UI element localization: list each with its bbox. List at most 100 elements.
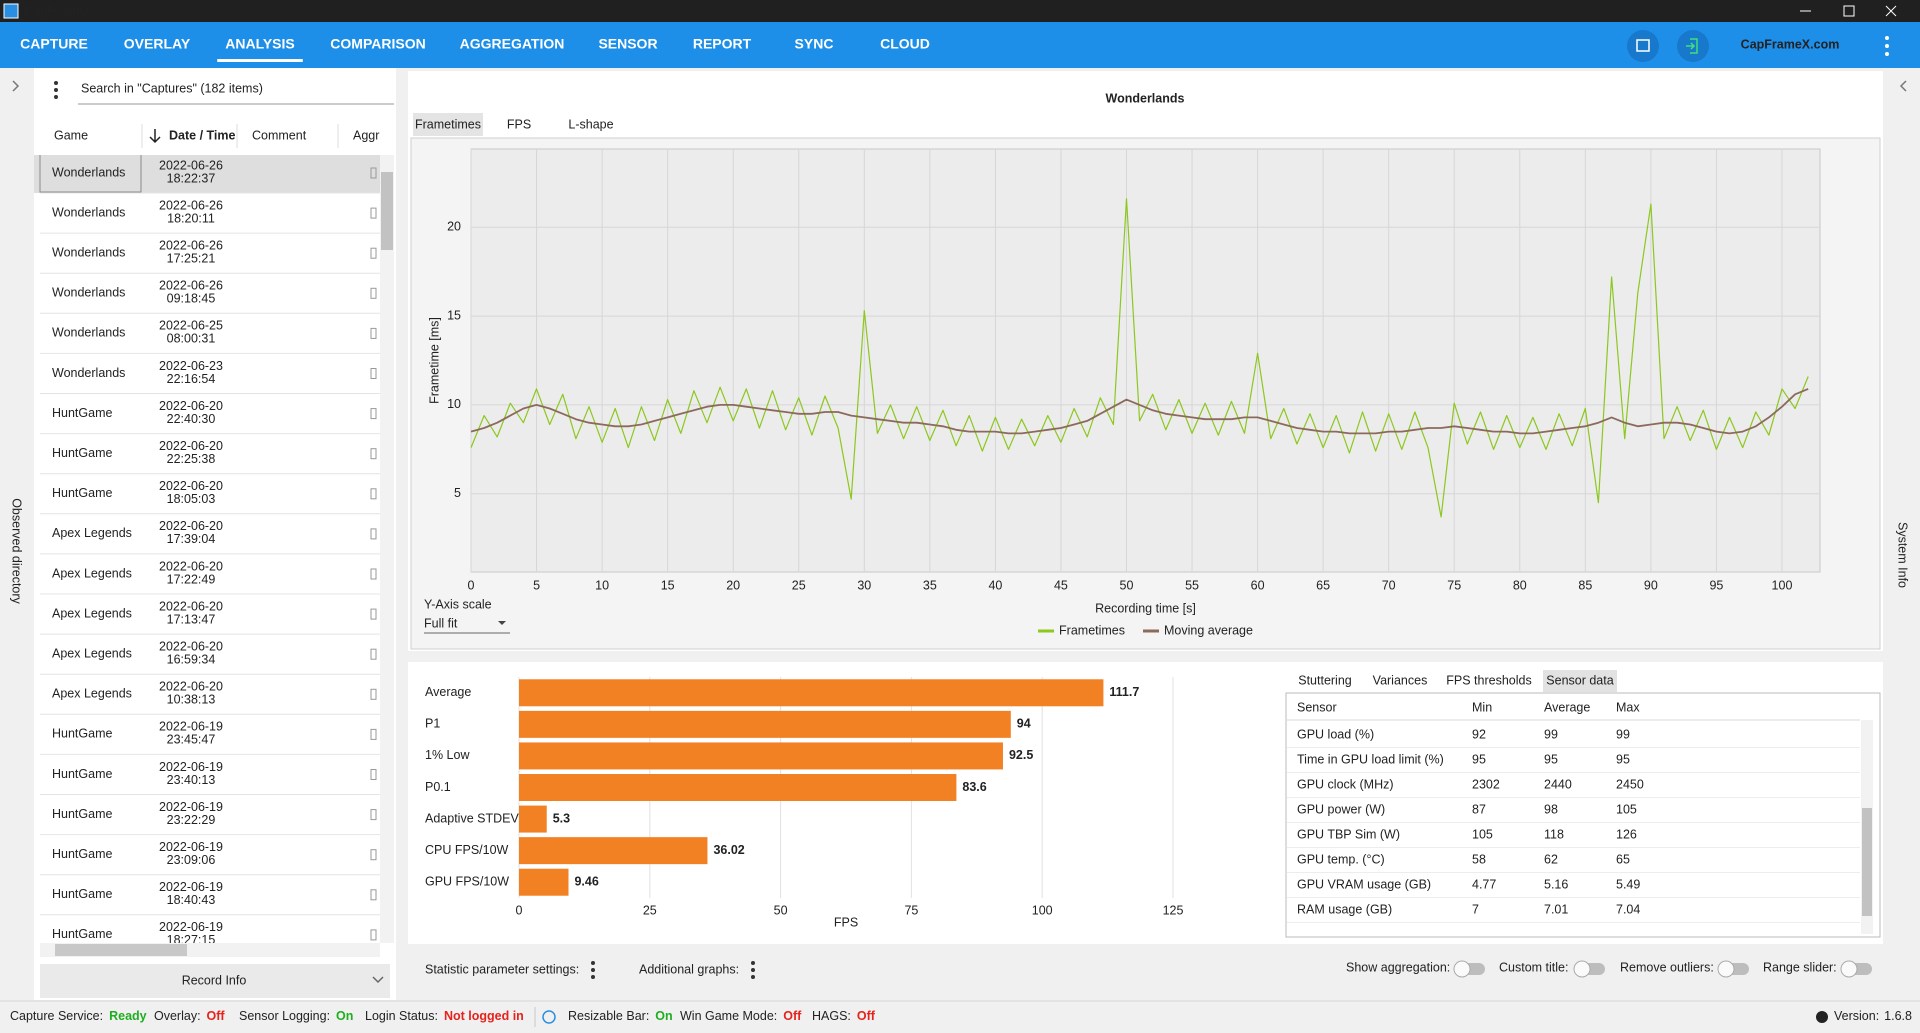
capture-game[interactable]: HuntGame: [52, 927, 112, 941]
sensor-tab[interactable]: Stuttering: [1298, 673, 1352, 687]
nav-tab[interactable]: CAPTURE: [20, 36, 88, 52]
aggregate-checkbox[interactable]: [370, 247, 377, 259]
captures-menu-dot[interactable]: [54, 95, 58, 99]
aggregate-checkbox[interactable]: [370, 688, 377, 700]
settings-menu-dot[interactable]: [591, 961, 595, 965]
sensor-scroll-thumb[interactable]: [1862, 808, 1872, 916]
list-hscroll-thumb[interactable]: [55, 944, 187, 956]
record-info-bar[interactable]: [40, 964, 390, 998]
captures-menu-dot[interactable]: [54, 88, 58, 92]
aggregate-checkbox[interactable]: [370, 809, 377, 821]
observed-directory-strip[interactable]: [0, 68, 34, 1000]
sensor-tab[interactable]: FPS thresholds: [1446, 673, 1531, 687]
toggle-knob[interactable]: [1453, 960, 1471, 978]
collapse-arrow[interactable]: [1899, 80, 1907, 92]
aggregate-checkbox[interactable]: [370, 327, 377, 339]
toggle-knob[interactable]: [1840, 960, 1858, 978]
capture-game[interactable]: Wonderlands: [52, 366, 125, 380]
nav-tab[interactable]: OVERLAY: [124, 36, 191, 52]
brand-link[interactable]: CapFrameX.com: [1741, 37, 1840, 51]
capture-game[interactable]: Apex Legends: [52, 526, 132, 540]
capture-game[interactable]: HuntGame: [52, 807, 112, 821]
capture-game[interactable]: HuntGame: [52, 446, 112, 460]
system-info-label[interactable]: System Info: [1896, 522, 1910, 588]
sort-arrow[interactable]: [149, 129, 161, 144]
settings-menu-dot[interactable]: [591, 975, 595, 979]
capture-game[interactable]: HuntGame: [52, 486, 112, 500]
aggregate-checkbox[interactable]: [370, 608, 377, 620]
aggregate-checkbox[interactable]: [370, 448, 377, 460]
settings-menu-dot[interactable]: [591, 968, 595, 972]
capture-game[interactable]: Wonderlands: [52, 245, 125, 259]
aggregate-checkbox[interactable]: [370, 167, 377, 179]
nav-tab[interactable]: REPORT: [693, 36, 752, 52]
nav-tab[interactable]: COMPARISON: [330, 36, 425, 52]
settings-menu-dot[interactable]: [751, 968, 755, 972]
capture-game[interactable]: Apex Legends: [52, 687, 132, 701]
column-header[interactable]: Comment: [252, 128, 307, 142]
capture-game[interactable]: HuntGame: [52, 406, 112, 420]
nav-tab[interactable]: SYNC: [795, 36, 834, 52]
aggregate-checkbox[interactable]: [370, 648, 377, 660]
expand-arrow[interactable]: [12, 80, 20, 92]
sensor-tab[interactable]: Sensor data: [1546, 673, 1613, 687]
nav-tab[interactable]: AGGREGATION: [460, 36, 565, 52]
list-scrollbar[interactable]: [380, 155, 394, 943]
system-info-strip[interactable]: [1883, 68, 1920, 1000]
menu-dot[interactable]: [1885, 52, 1889, 56]
record-info[interactable]: Record Info: [182, 973, 247, 987]
settings-menu-dot[interactable]: [751, 961, 755, 965]
maximize-button[interactable]: [1843, 5, 1855, 17]
column-header[interactable]: Aggr: [353, 128, 379, 142]
menu-dot[interactable]: [1885, 44, 1889, 48]
capture-game[interactable]: HuntGame: [52, 887, 112, 901]
aggregate-checkbox[interactable]: [370, 849, 377, 861]
chart-tab[interactable]: L-shape: [568, 117, 613, 131]
captures-panel: [34, 68, 396, 1000]
aggregate-checkbox[interactable]: [370, 287, 377, 299]
close-button[interactable]: [1885, 5, 1897, 17]
capture-game[interactable]: Wonderlands: [52, 205, 125, 219]
menu-dot[interactable]: [1885, 36, 1889, 40]
search-box[interactable]: Search in "Captures" (182 items): [81, 81, 263, 95]
capture-game[interactable]: Wonderlands: [52, 326, 125, 340]
column-header[interactable]: Game: [54, 128, 88, 142]
dropdown-arrow[interactable]: [498, 621, 506, 625]
aggregate-checkbox[interactable]: [370, 929, 377, 941]
side-label[interactable]: Observed directory: [10, 498, 24, 604]
aggregate-checkbox[interactable]: [370, 207, 377, 219]
y-axis-scale-value[interactable]: Full fit: [424, 616, 458, 630]
aggregate-checkbox[interactable]: [370, 368, 377, 379]
column-header[interactable]: Date / Time: [169, 128, 236, 142]
aggregate-checkbox[interactable]: [370, 568, 377, 580]
capture-game[interactable]: Apex Legends: [52, 646, 132, 660]
aggregate-checkbox[interactable]: [370, 408, 377, 420]
capture-game[interactable]: HuntGame: [52, 847, 112, 861]
capture-game[interactable]: Apex Legends: [52, 606, 132, 620]
sensor-tab[interactable]: Variances: [1373, 673, 1428, 687]
capture-game[interactable]: HuntGame: [52, 767, 112, 781]
chart-tab[interactable]: Frametimes: [415, 117, 481, 131]
toggle-knob[interactable]: [1573, 960, 1591, 978]
refresh-icon[interactable]: [542, 1010, 556, 1024]
aggregate-checkbox[interactable]: [370, 488, 377, 500]
aggregate-checkbox[interactable]: [370, 889, 377, 901]
aggregate-checkbox[interactable]: [370, 769, 377, 780]
status-item: Capture Service: Ready: [10, 1009, 147, 1023]
capture-game[interactable]: Wonderlands: [52, 286, 125, 300]
settings-menu-dot[interactable]: [751, 975, 755, 979]
capture-game[interactable]: HuntGame: [52, 727, 112, 741]
nav-tab[interactable]: SENSOR: [598, 36, 657, 52]
capture-game[interactable]: Wonderlands: [52, 165, 125, 179]
capture-game[interactable]: Apex Legends: [52, 566, 132, 580]
aggregate-checkbox[interactable]: [370, 528, 377, 540]
captures-menu-dot[interactable]: [54, 81, 58, 85]
chart-tab[interactable]: FPS: [507, 117, 531, 131]
list-scroll-thumb[interactable]: [381, 172, 393, 250]
nav-tab[interactable]: CLOUD: [880, 36, 930, 52]
aggregate-checkbox[interactable]: [370, 728, 377, 740]
screenshot-button[interactable]: [1627, 30, 1659, 62]
toggle-knob[interactable]: [1717, 960, 1735, 978]
record-info-chevron[interactable]: [372, 976, 384, 984]
nav-tab[interactable]: ANALYSIS: [225, 36, 295, 52]
